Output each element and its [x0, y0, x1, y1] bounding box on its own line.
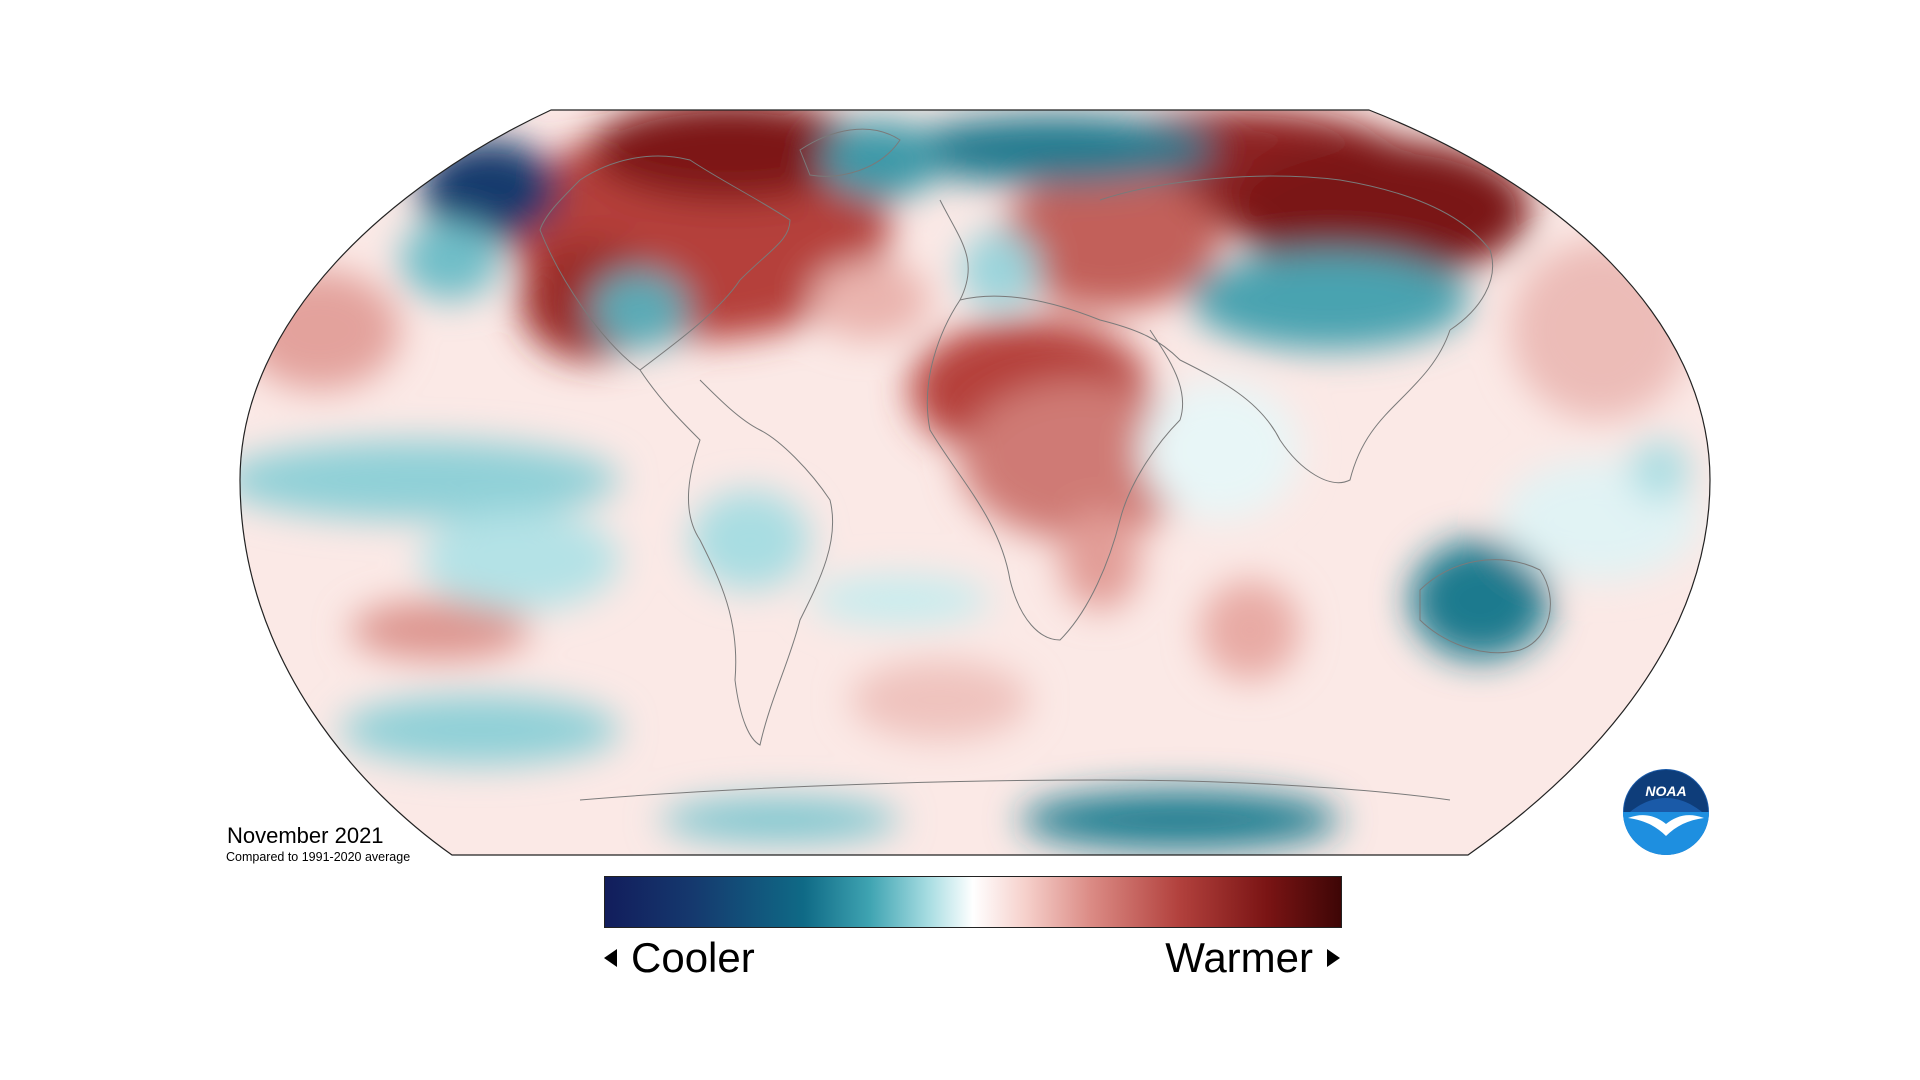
anomaly-field: [240, 110, 1710, 855]
triangle-left-icon: [604, 949, 617, 967]
cooler-label: Cooler: [631, 934, 755, 981]
map-subtitle: Compared to 1991-2020 average: [226, 850, 411, 864]
legend-cooler: Cooler: [604, 928, 755, 988]
coastlines: [539, 128, 1551, 801]
warmer-label: Warmer: [1165, 934, 1313, 981]
noaa-logo-icon: NOAA: [1623, 769, 1709, 855]
noaa-logo-text: NOAA: [1645, 783, 1686, 799]
legend-warmer: Warmer: [1165, 928, 1340, 988]
map-title: November 2021: [227, 823, 384, 848]
color-scale-bar: [604, 876, 1342, 928]
triangle-right-icon: [1327, 949, 1340, 967]
globe-outline: [239, 109, 1711, 856]
